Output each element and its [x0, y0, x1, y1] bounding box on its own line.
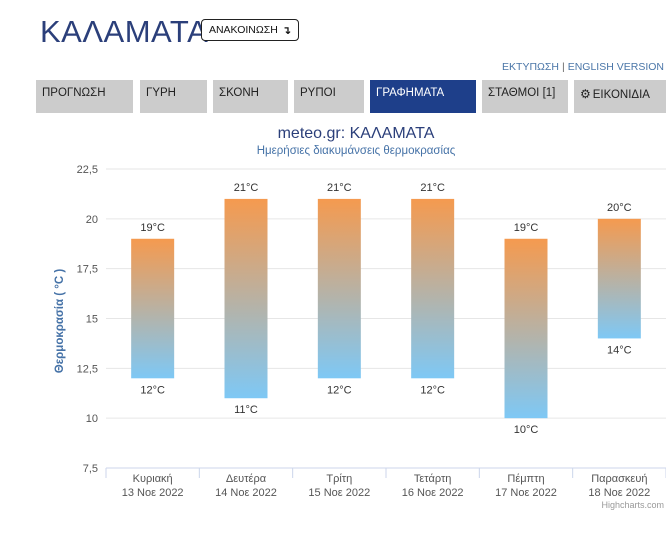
high-temp-label: 20°C [607, 202, 632, 214]
tab-label: ΡΥΠΟΙ [300, 87, 336, 99]
y-tick-label: 17,5 [77, 264, 98, 276]
tab-label: ΓΡΑΦΗΜΑΤΑ [376, 87, 444, 99]
high-temp-label: 21°C [327, 182, 352, 194]
temperature-range-bar [505, 239, 548, 418]
print-link[interactable]: ΕΚΤΥΠΩΣΗ [502, 61, 559, 73]
english-version-link[interactable]: ENGLISH VERSION [568, 61, 664, 73]
low-temp-label: 12°C [140, 384, 165, 396]
chart-title: meteo.gr: ΚΑΛΑΜΑΤΑ [278, 125, 435, 142]
low-temp-label: 10°C [514, 424, 539, 436]
x-tick-day-label: Τρίτη [326, 473, 352, 485]
x-tick-day-label: Πέμπτη [507, 473, 544, 485]
low-temp-label: 12°C [327, 384, 352, 396]
temperature-range-bar [318, 199, 361, 378]
y-axis-label: Θερμοκρασία ( °C ) [54, 269, 66, 374]
tab-stations[interactable]: ΣΤΑΘΜΟΙ [1] [482, 80, 568, 113]
temperature-range-bar [598, 219, 641, 339]
high-temp-label: 19°C [140, 222, 165, 234]
temperature-chart: meteo.gr: ΚΑΛΑΜΑΤΑ Ημερήσιες διακυμάνσει… [0, 118, 666, 500]
main-tabs: ΠΡΟΓΝΩΣΗ ΓΥΡΗ ΣΚΟΝΗ ΡΥΠΟΙ ΓΡΑΦΗΜΑΤΑ ΣΤΑΘ… [36, 80, 666, 113]
tab-widgets[interactable]: ⚙ ΕΙΚΟΝΙΔΙΑ [574, 80, 666, 113]
x-tick-day-label: Τετάρτη [414, 473, 452, 485]
low-temp-label: 12°C [420, 384, 445, 396]
page-title: ΚΑΛΑΜΑΤΑ [40, 14, 208, 50]
temperature-range-bar [131, 239, 174, 379]
link-separator: | [562, 61, 565, 73]
high-temp-label: 19°C [514, 222, 539, 234]
gear-icon: ⚙ [580, 87, 591, 101]
low-temp-label: 14°C [607, 344, 632, 356]
low-temp-label: 11°C [234, 404, 258, 416]
x-tick-day-label: Κυριακή [133, 473, 173, 485]
temperature-range-bar [411, 199, 454, 378]
tab-label: ΕΙΚΟΝΙΔΙΑ [593, 89, 650, 101]
x-tick-date-label: 16 Νοε 2022 [402, 487, 464, 499]
announcement-label: ΑΝΑΚΟΙΝΩΣΗ [209, 24, 278, 36]
tab-label: ΣΚΟΝΗ [219, 87, 259, 99]
x-tick-day-label: Παρασκευή [591, 473, 647, 485]
temperature-range-bar [225, 199, 268, 398]
y-tick-label: 22,5 [77, 164, 98, 176]
tab-dust[interactable]: ΣΚΟΝΗ [213, 80, 288, 113]
top-links: ΕΚΤΥΠΩΣΗ | ENGLISH VERSION [502, 61, 664, 73]
tab-label: ΓΥΡΗ [146, 87, 176, 99]
announcement-button[interactable]: ΑΝΑΚΟΙΝΩΣΗ ↴ [201, 19, 299, 41]
tab-pollen[interactable]: ΓΥΡΗ [140, 80, 207, 113]
chart-subtitle: Ημερήσιες διακυμάνσεις θερμοκρασίας [257, 145, 456, 157]
x-tick-date-label: 14 Νοε 2022 [215, 487, 277, 499]
high-temp-label: 21°C [420, 182, 445, 194]
y-tick-label: 10 [86, 413, 98, 425]
y-tick-label: 15 [86, 314, 98, 326]
y-tick-label: 20 [86, 214, 98, 226]
y-tick-label: 12,5 [77, 363, 98, 375]
tab-charts[interactable]: ΓΡΑΦΗΜΑΤΑ [370, 80, 476, 113]
credits-link[interactable]: Highcharts.com [601, 500, 664, 510]
tab-label: ΠΡΟΓΝΩΣΗ [42, 87, 106, 99]
y-tick-label: 7,5 [83, 463, 98, 475]
x-tick-date-label: 18 Νοε 2022 [588, 487, 650, 499]
x-tick-date-label: 17 Νοε 2022 [495, 487, 557, 499]
tab-forecast[interactable]: ΠΡΟΓΝΩΣΗ [36, 80, 133, 113]
high-temp-label: 21°C [234, 182, 259, 194]
x-tick-date-label: 15 Νοε 2022 [308, 487, 370, 499]
tab-label: ΣΤΑΘΜΟΙ [1] [488, 87, 555, 99]
x-tick-day-label: Δευτέρα [226, 473, 267, 485]
tab-pollutants[interactable]: ΡΥΠΟΙ [294, 80, 364, 113]
x-tick-date-label: 13 Νοε 2022 [122, 487, 184, 499]
arrow-down-icon: ↴ [282, 24, 291, 37]
